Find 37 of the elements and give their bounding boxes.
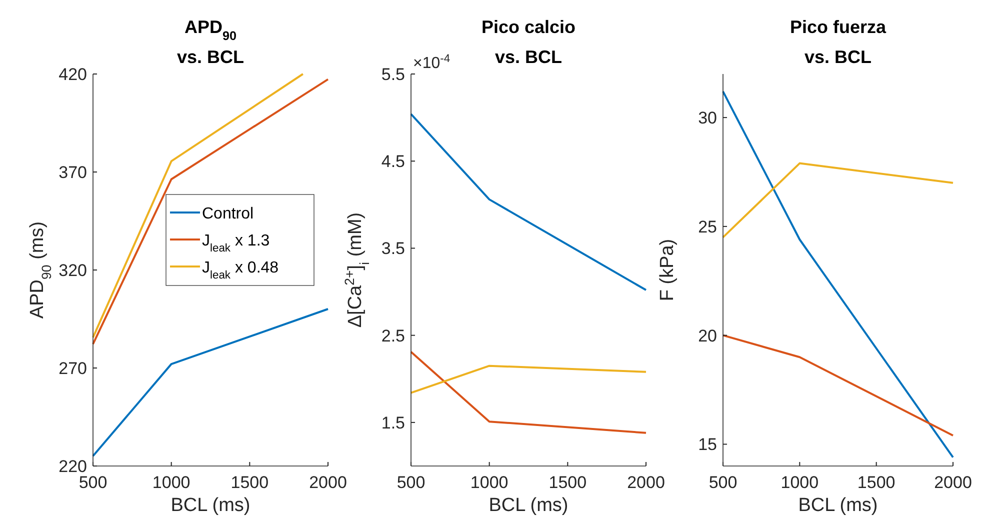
x-tick-label: 1500 [857, 473, 896, 492]
y-tick-label: 1.5 [381, 413, 405, 432]
y-tick-label: 320 [58, 261, 87, 280]
y-tick-label: 3.5 [381, 239, 405, 258]
x-tick-label: 2000 [309, 473, 347, 492]
x-tick-label: 1500 [548, 473, 587, 492]
legend-label: J$_{leak}$ x 0.48 [202, 260, 279, 282]
y-tick-label: 2.5 [381, 326, 405, 346]
y-tick-label: 4.5 [381, 152, 405, 172]
y-tick-label: 220 [58, 457, 87, 476]
x-tick-label: 1000 [470, 473, 508, 492]
y-tick-label: 370 [58, 163, 87, 182]
x-tick-label: 500 [78, 473, 108, 492]
x-axis-title: BCL (ms) [170, 495, 250, 516]
x-tick-label: 500 [708, 473, 738, 492]
x-tick-label: 1500 [230, 473, 269, 492]
x-tick-label: 1000 [780, 473, 819, 492]
y-tick-label: 30 [698, 108, 717, 128]
chart-title: APD$_{90}$ vs. BCL [176, 17, 244, 67]
x-tick-label: 1000 [152, 473, 190, 492]
legend-label: Control [202, 206, 254, 222]
x-axis-title: BCL (ms) [488, 495, 568, 516]
y-tick-label: 20 [698, 326, 717, 346]
y-tick-label: 270 [58, 359, 87, 378]
x-tick-label: 2000 [627, 473, 665, 492]
legend-label: J$_{leak}$ x 1.3 [202, 232, 270, 254]
x-tick-label: 500 [396, 473, 426, 492]
y-tick-label: 420 [58, 65, 87, 84]
chart-title: Pico calcio vs. BCL [481, 17, 576, 67]
y-axis-title: F (kPa) [657, 238, 678, 302]
y-tick-label: 25 [698, 217, 717, 236]
x-axis-title: BCL (ms) [798, 495, 878, 516]
text: ×10$^{-4}$ [413, 53, 450, 72]
chart-title: Pico fuerza vs. BCL [790, 17, 888, 67]
x-tick-label: 2000 [934, 473, 972, 492]
y-tick-label: 15 [698, 435, 717, 454]
y-tick-label: 5.5 [381, 65, 405, 84]
